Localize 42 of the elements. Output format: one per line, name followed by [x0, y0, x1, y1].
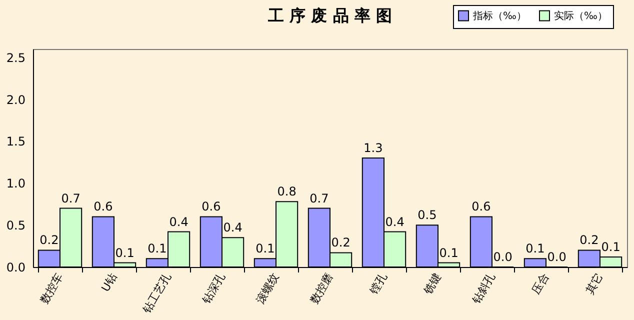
data-label: 0.6 — [472, 200, 491, 214]
x-tick-label: 数控车 — [38, 271, 66, 306]
x-tick-label: 钻斜孔 — [469, 271, 498, 307]
y-tick-label: 2.5 — [6, 50, 26, 65]
data-label: 0.6 — [202, 200, 221, 214]
x-tick-label: 钻深孔 — [199, 271, 228, 307]
x-tick-label: 数控磨 — [308, 271, 336, 306]
data-label: 0.1 — [115, 246, 134, 260]
y-tick-label: 1.5 — [6, 134, 26, 149]
y-tick-label: 0.0 — [6, 260, 26, 274]
data-label: 0.1 — [256, 242, 275, 256]
data-label: 0.6 — [94, 200, 113, 214]
data-label: 0.0 — [493, 250, 512, 264]
data-label: 0.4 — [169, 214, 188, 229]
data-label: 0.2 — [40, 233, 59, 248]
data-label: 0.1 — [439, 246, 458, 260]
data-label: 0.1 — [148, 242, 167, 256]
chart-title: 工 序 废 品 率 图 — [267, 6, 392, 25]
x-tick-label: 镗孔 — [366, 271, 390, 298]
data-label: 0.0 — [547, 250, 566, 264]
data-label: 0.1 — [601, 240, 620, 254]
x-tick-label: 钻工艺孔 — [140, 271, 174, 316]
data-label: 0.8 — [277, 184, 296, 199]
data-label: 0.7 — [61, 191, 80, 206]
legend-label: 实际（‰） — [554, 10, 608, 22]
data-label: 0.4 — [223, 220, 242, 235]
y-tick-label: 2.0 — [6, 92, 26, 107]
data-label: 1.3 — [364, 141, 383, 155]
x-tick-label: 压合 — [529, 271, 552, 297]
y-tick-label: 1.0 — [6, 176, 26, 191]
data-label: 0.2 — [580, 233, 599, 248]
x-tick-label: U钻 — [98, 271, 120, 294]
data-label: 0.2 — [331, 236, 350, 250]
x-tick-label: 滚螺纹 — [254, 271, 282, 306]
legend-label: 指标（‰） — [472, 10, 526, 22]
data-label: 0.5 — [418, 208, 437, 222]
data-label: 0.7 — [310, 191, 329, 206]
x-tick-label: 铣键 — [420, 271, 444, 298]
data-label: 0.4 — [385, 214, 404, 229]
data-label: 0.1 — [526, 242, 545, 256]
y-tick-label: 0.5 — [6, 218, 26, 233]
x-tick-label: 其它 — [583, 271, 606, 297]
